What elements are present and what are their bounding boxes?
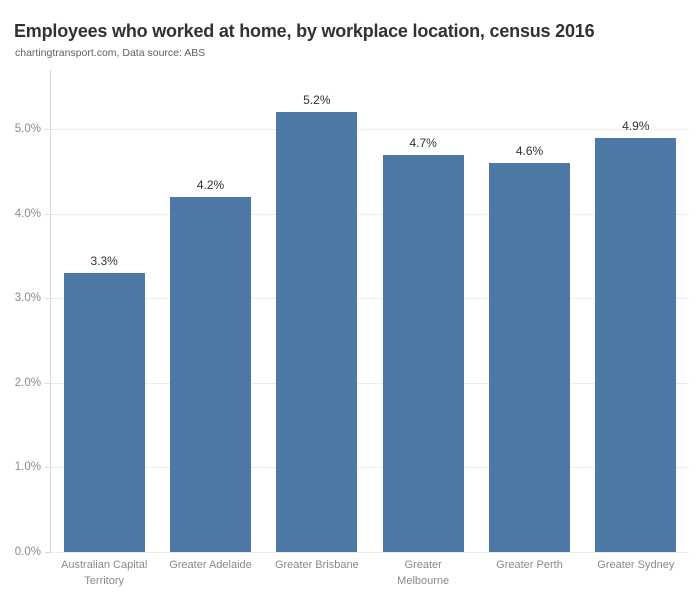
plot-area: 0.0% 1.0% 2.0% 3.0% 4.0% 5.0% 3.3% Australian C… bbox=[15, 70, 689, 587]
chart-title: Employees who worked at home, by workpla… bbox=[14, 21, 595, 41]
x-axis-category-label: Greater Melbourne bbox=[397, 559, 450, 587]
bar-value-label: 3.3% bbox=[90, 253, 118, 268]
bar-value-label: 5.2% bbox=[303, 93, 331, 108]
gridline bbox=[51, 467, 689, 469]
y-axis-tick bbox=[45, 552, 51, 553]
bar-value-label: 4.7% bbox=[409, 135, 437, 150]
x-axis-category-label: Greater Brisbane bbox=[274, 559, 359, 571]
bar-value-label: 4.9% bbox=[622, 118, 650, 133]
x-axis-category-label: Greater Adelaide bbox=[169, 559, 252, 571]
x-axis-category-label: Australian Capital Territory bbox=[61, 559, 148, 587]
y-axis-tick bbox=[45, 213, 51, 215]
y-axis-tick-label: 4.0% bbox=[14, 207, 41, 220]
y-axis-tick-label: 0.0% bbox=[14, 546, 41, 558]
chart-subtitle: chartingtransport.com, Data source: ABS bbox=[15, 47, 206, 59]
y-axis-tick-label: 5.0% bbox=[14, 123, 41, 136]
bar-value-label: 4.6% bbox=[515, 144, 544, 159]
x-axis-category-label: Greater Perth bbox=[496, 559, 563, 571]
y-axis-tick bbox=[45, 129, 51, 131]
bar-greater-adelaide[interactable] bbox=[170, 196, 251, 552]
y-axis-tick-label: 1.0% bbox=[14, 461, 41, 474]
y-axis-tick bbox=[45, 298, 51, 300]
bar-greater-brisbane[interactable] bbox=[276, 112, 358, 552]
gridline bbox=[51, 552, 689, 553]
gridline bbox=[51, 298, 689, 300]
y-axis-tick-label: 2.0% bbox=[14, 376, 41, 389]
gridline bbox=[51, 382, 689, 384]
gridline bbox=[51, 129, 689, 131]
x-axis-category-label: Greater Sydney bbox=[597, 559, 675, 571]
y-axis-tick bbox=[45, 467, 51, 469]
bar-greater-melbourne[interactable] bbox=[382, 154, 464, 552]
bar-greater-sydney[interactable] bbox=[595, 137, 677, 552]
bar-australian-capital-territory[interactable] bbox=[63, 272, 145, 552]
gridline bbox=[51, 213, 689, 215]
bar-value-label: 4.2% bbox=[196, 177, 225, 192]
y-axis-tick-label: 3.0% bbox=[14, 292, 41, 305]
bar-greater-perth[interactable] bbox=[489, 163, 570, 552]
y-axis-tick bbox=[45, 382, 51, 384]
